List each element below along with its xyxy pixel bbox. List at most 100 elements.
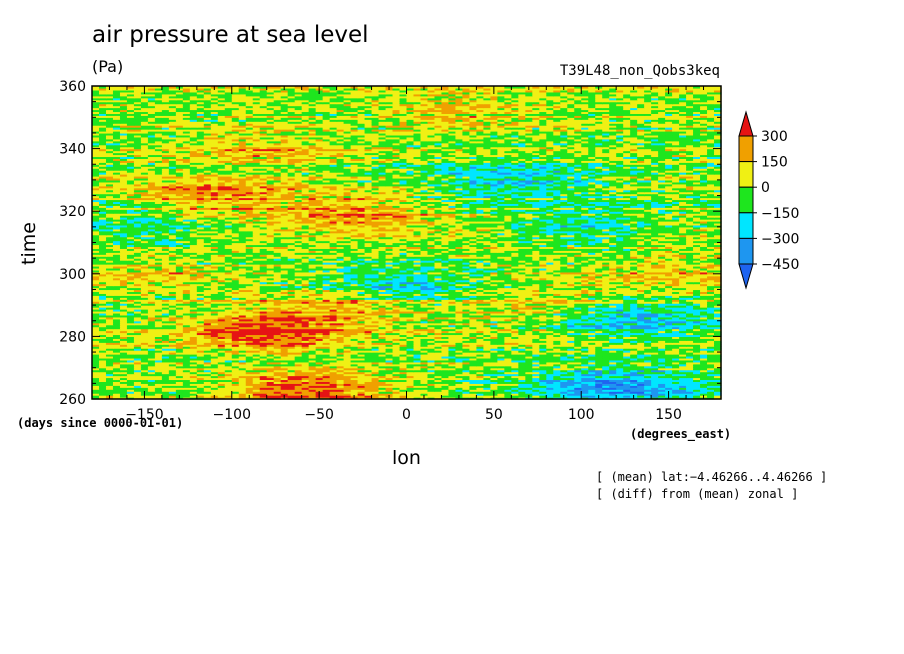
heatmap-cell xyxy=(693,350,701,353)
heatmap-cell xyxy=(406,352,415,355)
heatmap-cell xyxy=(154,391,163,394)
heatmap-cell xyxy=(175,375,184,379)
heatmap-cell xyxy=(658,373,666,377)
heatmap-cell xyxy=(511,342,519,345)
heatmap-cell xyxy=(154,367,163,371)
heatmap-cell xyxy=(504,350,512,353)
heatmap-cell xyxy=(518,377,526,381)
heatmap-cell xyxy=(665,348,673,351)
heatmap-cell xyxy=(175,369,184,373)
heatmap-cell xyxy=(105,393,114,396)
heatmap-cell xyxy=(427,371,436,375)
heatmap-cell xyxy=(231,391,240,394)
heatmap-cell xyxy=(637,342,645,345)
heatmap-cell xyxy=(434,344,443,347)
heatmap-cell xyxy=(672,379,680,382)
heatmap-cell xyxy=(700,363,708,367)
heatmap-cell xyxy=(574,363,582,367)
heatmap-cell xyxy=(609,395,617,398)
heatmap-cell xyxy=(700,365,708,369)
heatmap-cell xyxy=(420,354,429,357)
heatmap-cell xyxy=(266,344,275,347)
heatmap-cell xyxy=(133,371,142,375)
heatmap-cell xyxy=(189,393,198,396)
heatmap-cell xyxy=(385,379,394,382)
heatmap-cell xyxy=(287,373,296,377)
heatmap-cell xyxy=(203,371,212,375)
heatmap-cell xyxy=(189,389,198,392)
heatmap-cell xyxy=(343,373,352,377)
heatmap-cell xyxy=(168,340,177,343)
heatmap-cell xyxy=(119,340,128,343)
heatmap-cell xyxy=(658,355,666,359)
heatmap-cell xyxy=(693,385,701,388)
heatmap-cell xyxy=(672,389,680,392)
heatmap-cell xyxy=(133,367,142,371)
heatmap-cell xyxy=(707,344,715,347)
heatmap-cell xyxy=(504,369,512,373)
heatmap-cell xyxy=(518,352,526,355)
heatmap-cell xyxy=(623,385,631,388)
heatmap-cell xyxy=(308,350,317,353)
heatmap-cell xyxy=(532,352,540,355)
heatmap-cell xyxy=(532,363,540,367)
heatmap-cell xyxy=(497,357,505,361)
heatmap-cell xyxy=(175,352,184,355)
heatmap-cell xyxy=(637,367,645,371)
heatmap-cell xyxy=(308,393,317,396)
heatmap-cell xyxy=(693,355,701,359)
heatmap-cell xyxy=(329,383,338,386)
heatmap-cell xyxy=(203,342,212,345)
heatmap-cell xyxy=(350,346,359,349)
heatmap-cell xyxy=(483,395,491,398)
heatmap-cell xyxy=(161,393,170,396)
heatmap-cell xyxy=(616,346,624,349)
heatmap-cell xyxy=(539,344,547,347)
heatmap-cell xyxy=(210,383,219,386)
heatmap-cell xyxy=(672,357,680,361)
heatmap-cell xyxy=(161,391,170,394)
heatmap-cell xyxy=(497,367,505,371)
heatmap-cell xyxy=(406,395,415,398)
heatmap-cell xyxy=(182,342,191,345)
heatmap-cell xyxy=(210,344,219,347)
heatmap-cell xyxy=(378,369,387,373)
heatmap-cell xyxy=(238,346,247,349)
heatmap-cell xyxy=(266,367,275,371)
heatmap-cell xyxy=(623,367,631,371)
heatmap-cell xyxy=(476,377,484,381)
heatmap-cell xyxy=(490,379,498,382)
heatmap-cell xyxy=(490,348,498,351)
heatmap-cell xyxy=(126,352,135,355)
heatmap-cell xyxy=(336,381,345,384)
heatmap-cell xyxy=(364,387,373,390)
heatmap-cell xyxy=(588,369,596,373)
heatmap-cell xyxy=(266,375,275,379)
heatmap-cell xyxy=(343,357,352,361)
heatmap-cell xyxy=(287,359,296,363)
heatmap-cell xyxy=(98,363,107,367)
heatmap-cell xyxy=(224,352,233,355)
heatmap-cell xyxy=(336,359,345,363)
heatmap-cell xyxy=(420,342,429,345)
heatmap-cell xyxy=(539,385,547,388)
heatmap-cell xyxy=(308,377,317,381)
heatmap-cell xyxy=(133,346,142,349)
heatmap-cell xyxy=(294,383,303,386)
heatmap-cell xyxy=(315,371,324,375)
heatmap-cell xyxy=(154,373,163,377)
heatmap-cell xyxy=(595,379,603,382)
heatmap-cell xyxy=(574,348,582,351)
heatmap-cell xyxy=(441,389,450,392)
heatmap-cell xyxy=(161,346,170,349)
heatmap-cell xyxy=(707,352,715,355)
heatmap-cell xyxy=(378,348,387,351)
heatmap-cell xyxy=(553,342,561,345)
heatmap-cell xyxy=(252,340,261,343)
heatmap-cell xyxy=(539,342,547,345)
heatmap-cell xyxy=(238,375,247,379)
heatmap-cell xyxy=(504,393,512,396)
heatmap-cell xyxy=(238,371,247,375)
heatmap-cell xyxy=(175,383,184,386)
heatmap-cell xyxy=(497,342,505,345)
